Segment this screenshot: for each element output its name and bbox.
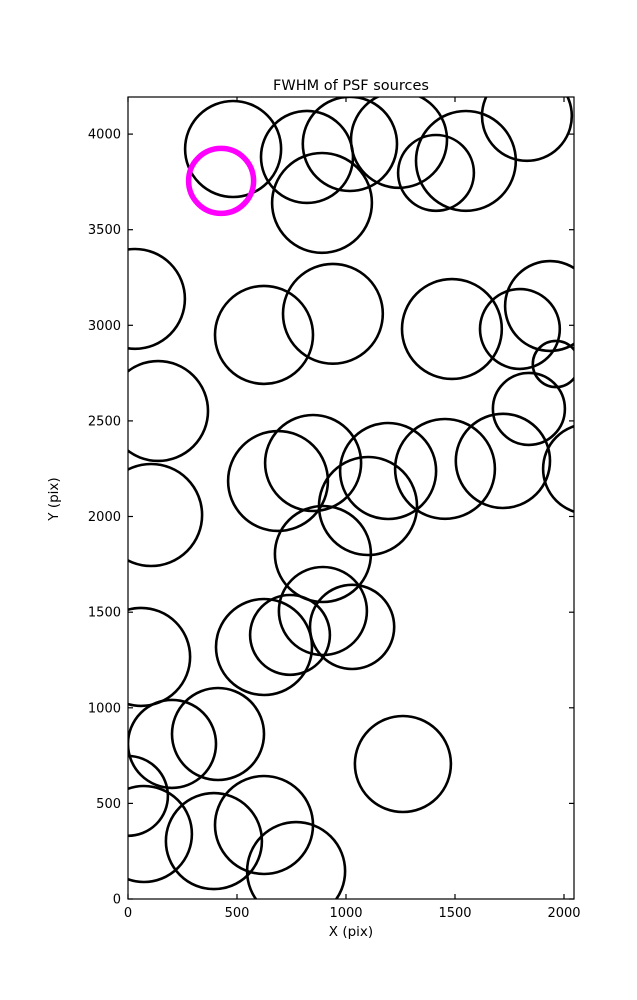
psf-source-circle xyxy=(214,597,314,697)
psf-source-circle xyxy=(317,455,419,557)
psf-source-circle xyxy=(128,462,204,568)
psf-source-circle xyxy=(128,247,187,351)
psf-source-circle xyxy=(393,417,497,521)
axes-layer: 0 500 1000 1500 2000 0 500 1000 1500 2000 2500 3000… xyxy=(88,97,581,921)
y-tick-label: 500 xyxy=(96,797,121,812)
psf-source-circle xyxy=(213,284,315,386)
psf-source-circle xyxy=(414,109,518,213)
psf-source-circle xyxy=(245,820,347,899)
psf-source-circle xyxy=(128,784,194,884)
psf-source-circle xyxy=(128,606,192,708)
y-tick-label: 4000 xyxy=(88,128,121,143)
psf-source-circle xyxy=(281,262,385,365)
x-tick-label: 1500 xyxy=(438,906,471,921)
psf-source-circle xyxy=(270,151,374,255)
x-axis-label: X (pix) xyxy=(329,924,373,940)
psf-source-circle xyxy=(226,429,330,533)
psf-source-circle xyxy=(170,686,266,782)
y-tick-label: 3500 xyxy=(88,223,121,238)
psf-source-circle xyxy=(128,754,170,838)
psf-source-circle xyxy=(480,97,574,163)
x-tick-label: 0 xyxy=(124,906,132,921)
y-axis-label: Y (pix) xyxy=(46,477,62,521)
y-tick-label: 0 xyxy=(113,893,121,908)
y-tick-label: 2000 xyxy=(88,510,121,525)
psf-source-circle xyxy=(338,421,438,521)
psf-source-circle xyxy=(491,371,567,447)
psf-source-circle xyxy=(164,791,264,891)
psf-source-circle xyxy=(308,583,396,671)
psf-source-circle xyxy=(263,413,363,513)
psf-source-circle xyxy=(478,287,562,371)
y-tick-label: 2500 xyxy=(88,414,121,429)
psf-source-circle xyxy=(128,359,210,463)
psf-source-circle xyxy=(454,412,552,510)
psf-source-circle xyxy=(349,97,449,190)
y-tick-label: 1500 xyxy=(88,606,121,621)
psf-source-circle xyxy=(213,774,315,876)
x-tick-label: 2000 xyxy=(547,906,580,921)
psf-source-circle xyxy=(396,133,476,213)
psf-source-circle xyxy=(277,565,369,657)
psf-source-circle xyxy=(248,593,332,677)
psf-source-circle xyxy=(183,99,283,199)
psf-source-circle xyxy=(531,339,574,389)
x-tick-label: 500 xyxy=(225,906,250,921)
x-tick-label: 1000 xyxy=(329,906,362,921)
chart-title: FWHM of PSF sources xyxy=(273,78,429,94)
psf-source-circle xyxy=(541,424,574,513)
y-tick-label: 1000 xyxy=(88,701,121,716)
psf-source-circle xyxy=(400,277,504,381)
y-tick-label: 3000 xyxy=(88,319,121,334)
psf-circles-layer xyxy=(128,97,574,899)
psf-source-circle xyxy=(128,698,218,790)
psf-source-circle xyxy=(301,97,399,193)
axes-frame xyxy=(127,96,575,900)
psf-source-circle xyxy=(503,259,574,353)
psf-source-circle xyxy=(353,714,453,814)
psf-source-circle-highlight xyxy=(185,145,257,217)
